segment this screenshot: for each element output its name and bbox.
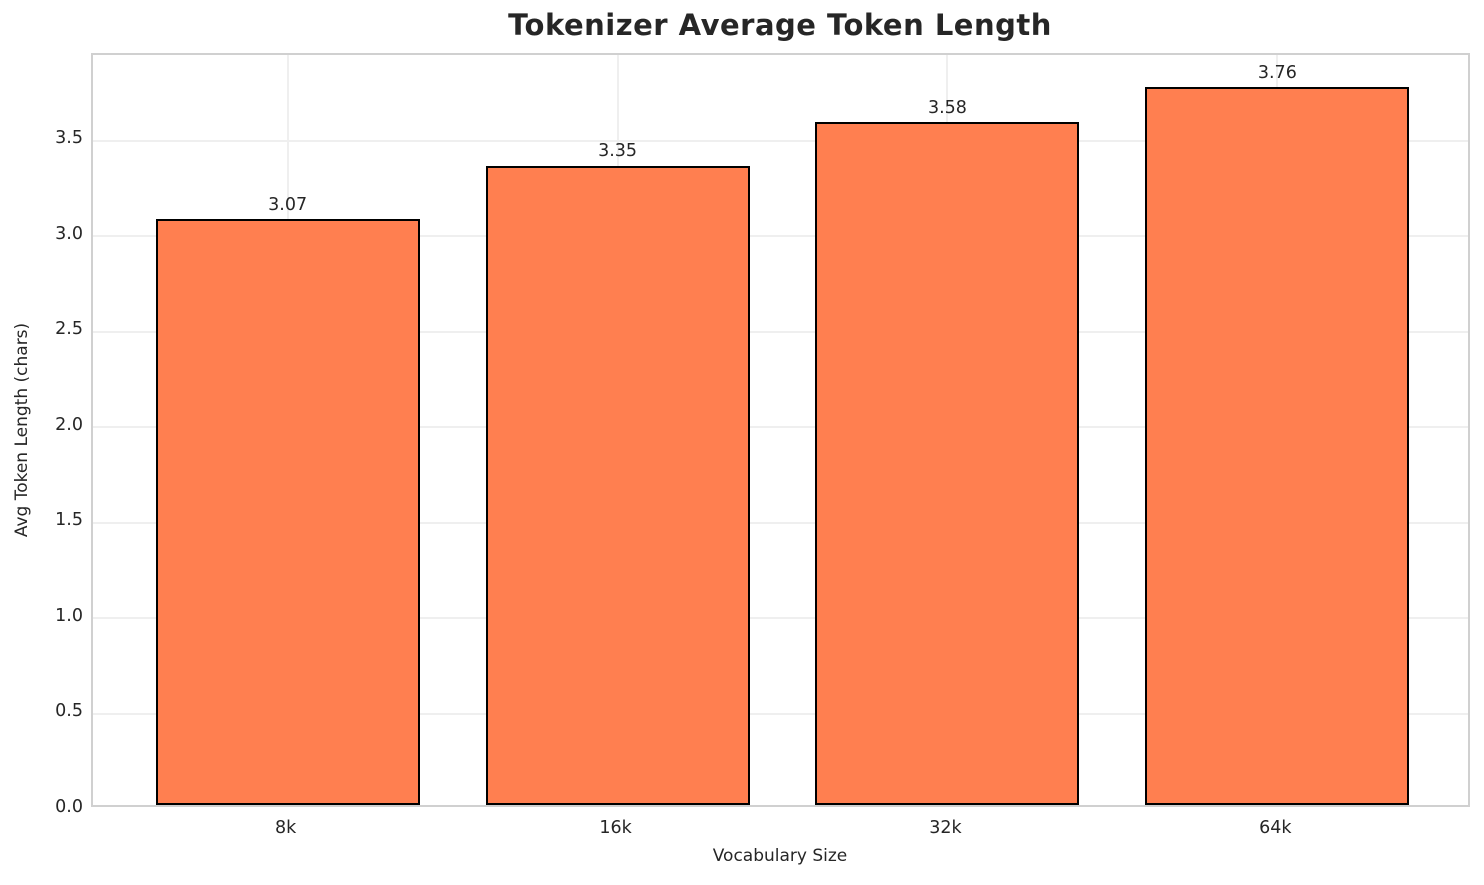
bar-16k [485, 165, 750, 805]
h-gridline [93, 139, 1468, 142]
h-gridline [93, 426, 1468, 429]
x-tick-label: 16k [599, 818, 632, 838]
bar-64k [1145, 87, 1410, 805]
y-tick-label: 1.5 [55, 510, 83, 531]
y-tick-label: 1.0 [55, 605, 83, 626]
y-tick-label: 3.5 [55, 128, 83, 149]
bar-value-label: 3.58 [927, 97, 967, 118]
bar-value-label: 3.07 [268, 194, 308, 215]
y-tick-label: 2.0 [55, 414, 83, 435]
h-gridline [93, 712, 1468, 715]
x-tick-label: 32k [929, 818, 962, 838]
h-gridline [93, 617, 1468, 620]
bar-value-label: 3.35 [598, 141, 638, 162]
x-axis-label: Vocabulary Size [712, 846, 848, 866]
h-gridline [93, 521, 1468, 524]
bar-8k [155, 218, 420, 805]
x-tick-label: 64k [1259, 818, 1292, 838]
x-tick-label: 8k [275, 818, 297, 838]
bar-value-label: 3.76 [1257, 63, 1297, 84]
h-gridline [93, 330, 1468, 333]
plot-area: 3.07 3.35 3.58 3.76 [91, 53, 1470, 807]
y-tick-label: 3.0 [55, 223, 83, 244]
y-tick-label: 0.5 [55, 701, 83, 722]
y-tick-label: 2.5 [55, 319, 83, 340]
h-gridline [93, 235, 1468, 238]
y-tick-label: 0.0 [55, 796, 83, 817]
chart-title: Tokenizer Average Token Length [508, 8, 1052, 42]
bar-32k [815, 121, 1080, 805]
